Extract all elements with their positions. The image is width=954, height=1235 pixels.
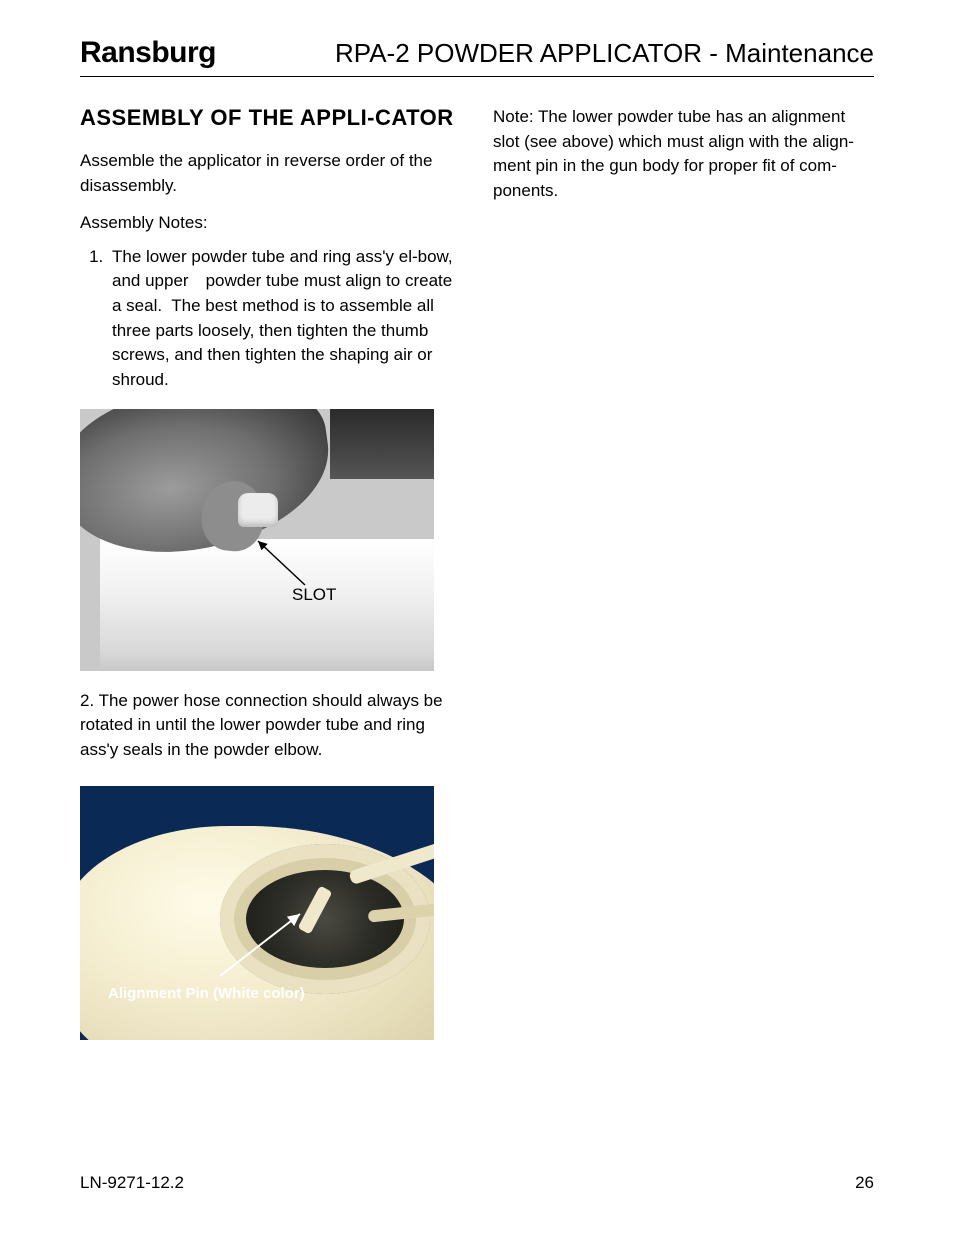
- assembly-item-2: 2. The power hose connection should alwa…: [80, 689, 461, 763]
- right-column: Note: The lower powder tube has an align…: [493, 105, 874, 1040]
- figure-alignment-pin: Alignment Pin (White color): [80, 786, 434, 1040]
- document-title: RPA-2 POWDER APPLICATOR - Maintenance: [335, 38, 874, 69]
- page-footer: LN-9271-12.2 26: [80, 1173, 874, 1193]
- brand-logo: Ransburg: [80, 36, 216, 70]
- page: Ransburg RPA-2 POWDER APPLICATOR - Maint…: [0, 0, 954, 1235]
- page-number: 26: [855, 1173, 874, 1193]
- figure-slot: SLOT: [80, 409, 434, 671]
- intro-paragraph: Assemble the applicator in reverse order…: [80, 149, 461, 198]
- assembly-item-1: The lower powder tube and ring ass'y el-…: [108, 245, 461, 393]
- figure-bg-dark: [330, 409, 434, 479]
- section-heading: ASSEMBLY OF THE APPLI-CATOR: [80, 105, 461, 131]
- assembly-list: The lower powder tube and ring ass'y el-…: [80, 245, 461, 393]
- assembly-notes-label: Assembly Notes:: [80, 213, 461, 233]
- alignment-arrow-icon: [200, 906, 330, 986]
- content-columns: ASSEMBLY OF THE APPLI-CATOR Assemble the…: [80, 105, 874, 1040]
- note-paragraph: Note: The lower powder tube has an align…: [493, 105, 874, 204]
- slot-label: SLOT: [292, 585, 336, 605]
- left-column: ASSEMBLY OF THE APPLI-CATOR Assemble the…: [80, 105, 461, 1040]
- figure-cap: [238, 493, 278, 527]
- alignment-pin-label: Alignment Pin (White color): [108, 985, 305, 1002]
- document-number: LN-9271-12.2: [80, 1173, 184, 1193]
- figure-tube: [100, 539, 434, 671]
- header: Ransburg RPA-2 POWDER APPLICATOR - Maint…: [80, 36, 874, 77]
